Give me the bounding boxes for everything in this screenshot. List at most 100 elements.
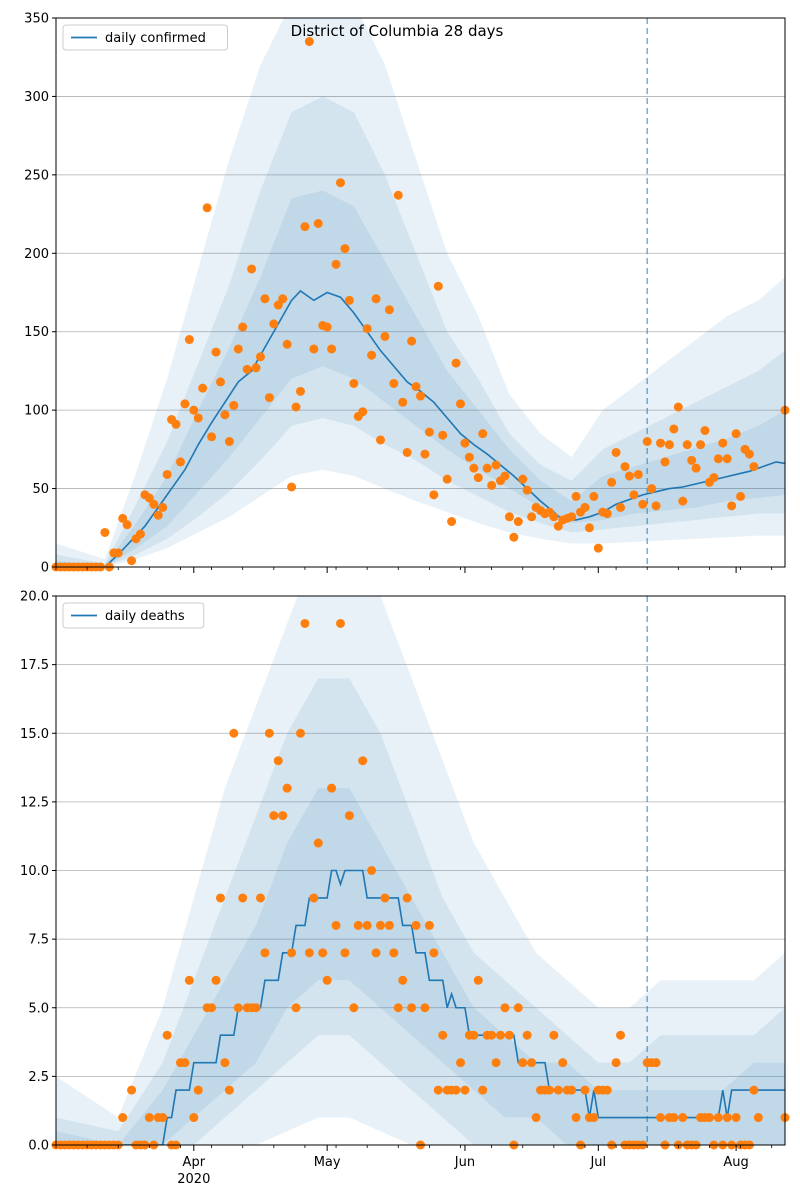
data-point	[473, 473, 483, 483]
data-point	[433, 1085, 443, 1095]
data-point	[611, 447, 621, 457]
data-point	[255, 352, 265, 362]
data-point	[567, 512, 577, 522]
uncertainty-band	[56, 678, 785, 1145]
data-point	[504, 1030, 514, 1040]
legend-box	[62, 24, 228, 51]
data-point	[593, 543, 603, 553]
data-point	[180, 1058, 190, 1068]
data-point	[198, 383, 208, 393]
data-point	[295, 386, 305, 396]
data-point	[171, 419, 181, 429]
median-line	[56, 289, 785, 567]
data-point	[464, 452, 474, 462]
y-tick-label: 200	[24, 247, 49, 262]
data-point	[704, 1113, 714, 1123]
data-point	[313, 838, 323, 848]
x-tick-label: May	[314, 1155, 341, 1170]
data-point	[349, 1003, 359, 1013]
data-point	[531, 1113, 541, 1123]
data-point	[527, 1058, 537, 1068]
data-point	[731, 1113, 741, 1123]
data-point	[442, 474, 452, 484]
legend-label: daily confirmed	[105, 31, 206, 46]
data-point	[522, 485, 532, 495]
data-point	[144, 493, 154, 503]
y-tick-label: 2.5	[28, 1070, 49, 1085]
data-point	[647, 484, 657, 494]
data-point	[447, 517, 457, 527]
data-point	[251, 363, 261, 373]
data-point	[411, 920, 421, 930]
data-point	[438, 1030, 448, 1040]
data-point	[389, 948, 399, 958]
data-point	[616, 1030, 626, 1040]
data-point	[287, 482, 297, 492]
data-point	[722, 1113, 732, 1123]
data-point	[371, 948, 381, 958]
data-point	[460, 1085, 470, 1095]
data-point	[491, 460, 501, 470]
data-point	[304, 948, 314, 958]
data-point	[264, 728, 274, 738]
data-point	[571, 491, 581, 501]
data-point	[398, 397, 408, 407]
data-point	[322, 975, 332, 985]
data-point	[162, 1030, 172, 1040]
data-point	[607, 477, 617, 487]
observed-points	[51, 37, 790, 572]
data-point	[629, 490, 639, 500]
data-point	[638, 499, 648, 509]
data-point	[553, 521, 563, 531]
y-tick-label: 100	[24, 404, 49, 419]
y-tick-label: 5.0	[28, 1001, 49, 1016]
data-point	[513, 517, 523, 527]
data-point	[469, 1030, 479, 1040]
y-tick-label: 12.5	[20, 795, 49, 810]
x-tick-label: Aug	[723, 1155, 748, 1170]
data-point	[567, 1085, 577, 1095]
data-point	[229, 400, 239, 410]
axes-frame	[55, 17, 786, 568]
data-point	[589, 1113, 599, 1123]
data-point	[340, 948, 350, 958]
legend: daily confirmed	[62, 24, 228, 51]
data-point	[260, 948, 270, 958]
data-point	[291, 402, 301, 412]
data-point	[224, 1085, 234, 1095]
data-point	[496, 1030, 506, 1040]
data-point	[340, 244, 350, 254]
data-point	[736, 491, 746, 501]
data-point	[700, 426, 710, 436]
data-point	[669, 424, 679, 434]
data-point	[335, 618, 345, 628]
data-point	[291, 1003, 301, 1013]
data-point	[371, 294, 381, 304]
data-point	[184, 975, 194, 985]
data-point	[335, 178, 345, 188]
data-point	[362, 324, 372, 334]
data-point	[602, 1085, 612, 1095]
data-point	[224, 437, 234, 447]
data-point	[318, 948, 328, 958]
data-point	[282, 339, 292, 349]
data-point	[127, 1085, 137, 1095]
data-point	[424, 427, 434, 437]
y-tick-label: 7.5	[28, 933, 49, 948]
data-point	[473, 975, 483, 985]
data-point	[398, 975, 408, 985]
data-point	[491, 1058, 501, 1068]
data-point	[429, 948, 439, 958]
x-tick-label: Jun	[454, 1155, 475, 1170]
data-point	[451, 358, 461, 368]
data-point	[313, 218, 323, 228]
data-point	[327, 783, 337, 793]
data-point	[211, 975, 221, 985]
data-point	[282, 783, 292, 793]
data-point	[193, 413, 203, 423]
data-point	[331, 920, 341, 930]
data-point	[375, 920, 385, 930]
data-point	[300, 222, 310, 232]
data-point	[416, 391, 425, 401]
data-point	[642, 437, 652, 447]
